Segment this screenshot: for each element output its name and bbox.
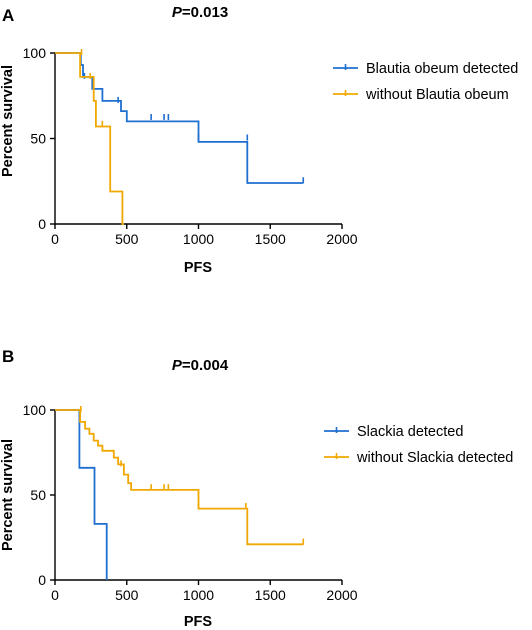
legend-label: Slackia detected	[357, 424, 463, 440]
series-line	[55, 409, 108, 580]
y-tick-label: 100	[23, 45, 47, 61]
y-tick-label: 50	[30, 487, 46, 503]
y-tick-label: 0	[38, 216, 46, 232]
y-tick-label: 0	[38, 572, 46, 588]
x-axis-label: PFS	[184, 614, 213, 630]
y-axis-label: Percent survival	[0, 439, 16, 551]
legend: Blautia obeum detected without Blautia ob…	[333, 61, 518, 103]
chart-title: P=0.013	[172, 4, 228, 21]
panel-label: B	[2, 347, 14, 366]
legend: Slackia detected without Slackia detected	[324, 424, 513, 466]
x-tick-label: 1500	[255, 231, 286, 247]
x-tick-label: 500	[115, 231, 139, 247]
x-tick-label: 500	[115, 587, 139, 603]
x-tick-label: 1500	[255, 587, 286, 603]
chart-title: P=0.004	[172, 357, 229, 374]
y-tick-label: 100	[23, 402, 47, 418]
plot-area	[55, 406, 305, 580]
title-p-value: =0.004	[182, 357, 229, 374]
x-tick-label: 1000	[183, 231, 214, 247]
x-axis-label: PFS	[184, 260, 213, 276]
x-tick-label: 2000	[326, 231, 357, 247]
y-axis-label: Percent survival	[0, 65, 16, 177]
plot-area	[55, 49, 305, 225]
title-p: P	[172, 357, 183, 374]
legend-label: without Blautia obeum	[365, 87, 509, 103]
x-tick-label: 1000	[183, 587, 214, 603]
legend-label: Blautia obeum detected	[366, 61, 518, 77]
x-tick-label: 2000	[326, 587, 357, 603]
panel-label: A	[2, 6, 14, 25]
title-p: P	[172, 4, 183, 21]
x-tick-label: 0	[51, 231, 59, 247]
y-tick-label: 50	[30, 131, 46, 147]
series-line	[55, 52, 304, 184]
series-line	[55, 409, 304, 546]
x-tick-label: 0	[51, 587, 59, 603]
title-p-value: =0.013	[182, 4, 228, 21]
legend-label: without Slackia detected	[356, 450, 513, 466]
series-line	[55, 52, 124, 225]
